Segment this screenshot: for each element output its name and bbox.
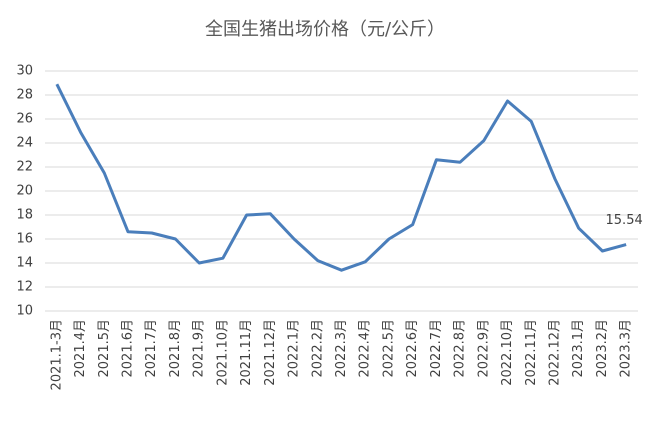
x-tick-label: 2022.4月 — [358, 319, 373, 378]
x-tick-label: 2021.9月 — [192, 319, 207, 378]
x-tick-label: 2021.5月 — [97, 319, 112, 378]
y-tick-label: 26 — [16, 112, 33, 127]
x-tick-label: 2023.1月 — [571, 319, 586, 378]
x-tick-label: 2022.10月 — [500, 319, 515, 386]
x-tick-label: 2022.8月 — [453, 319, 468, 378]
chart-title: 全国生猪出场价格（元/公斤） — [205, 19, 445, 40]
x-tick-label: 2022.12月 — [547, 319, 562, 386]
x-tick-label: 2022.1月 — [287, 319, 302, 378]
x-tick-label: 2023.3月 — [619, 319, 634, 378]
line — [55, 83, 627, 272]
x-tick-label: 2022.7月 — [429, 319, 444, 378]
y-tick-label: 16 — [16, 232, 33, 247]
x-tick-label: 2021.7月 — [144, 319, 159, 378]
x-tick-label: 2022.11月 — [524, 319, 539, 386]
y-tick-label: 18 — [16, 208, 33, 223]
y-tick-label: 24 — [16, 136, 33, 151]
y-tick-label: 22 — [16, 160, 33, 175]
x-tick-label: 2021.11月 — [239, 319, 254, 386]
x-tick-label: 2021.10月 — [215, 319, 230, 386]
x-tick-label: 2021.8月 — [168, 319, 183, 378]
x-tick-label: 2022.3月 — [334, 319, 349, 378]
x-tick-label: 2022.9月 — [476, 319, 491, 378]
x-tick-label: 2022.5月 — [381, 319, 396, 378]
data-label: 15.54 — [606, 213, 643, 228]
x-tick-label: 2022.2月 — [310, 319, 325, 378]
x-tick-label: 2021.6月 — [121, 319, 136, 378]
y-tick-label: 10 — [16, 304, 33, 319]
x-tick-label: 2022.6月 — [405, 319, 420, 378]
y-tick-label: 14 — [16, 256, 33, 271]
y-tick-label: 28 — [16, 88, 33, 103]
x-tick-label: 2021.4月 — [73, 319, 88, 378]
x-tick-label: 2021.12月 — [263, 319, 278, 386]
y-tick-label: 30 — [16, 64, 33, 79]
y-tick-label: 12 — [16, 280, 33, 295]
x-tick-label: 2023.2月 — [595, 319, 610, 378]
x-tick-label: 2021.1-3月 — [49, 319, 64, 390]
y-tick-label: 20 — [16, 184, 33, 199]
